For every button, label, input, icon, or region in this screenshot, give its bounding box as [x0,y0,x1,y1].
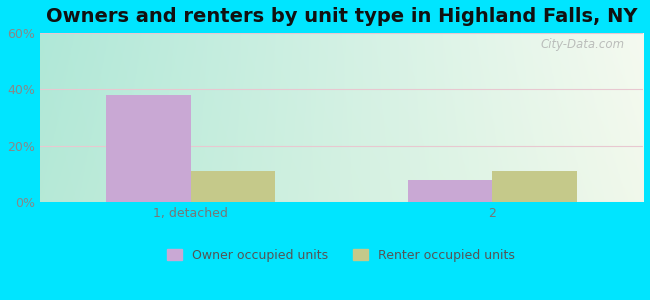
Legend: Owner occupied units, Renter occupied units: Owner occupied units, Renter occupied un… [162,244,521,267]
Bar [492,171,577,202]
Title: Owners and renters by unit type in Highland Falls, NY: Owners and renters by unit type in Highl… [46,7,637,26]
Text: City-Data.com: City-Data.com [541,38,625,51]
Bar [190,171,275,202]
Bar [408,180,492,202]
Bar [106,95,190,202]
